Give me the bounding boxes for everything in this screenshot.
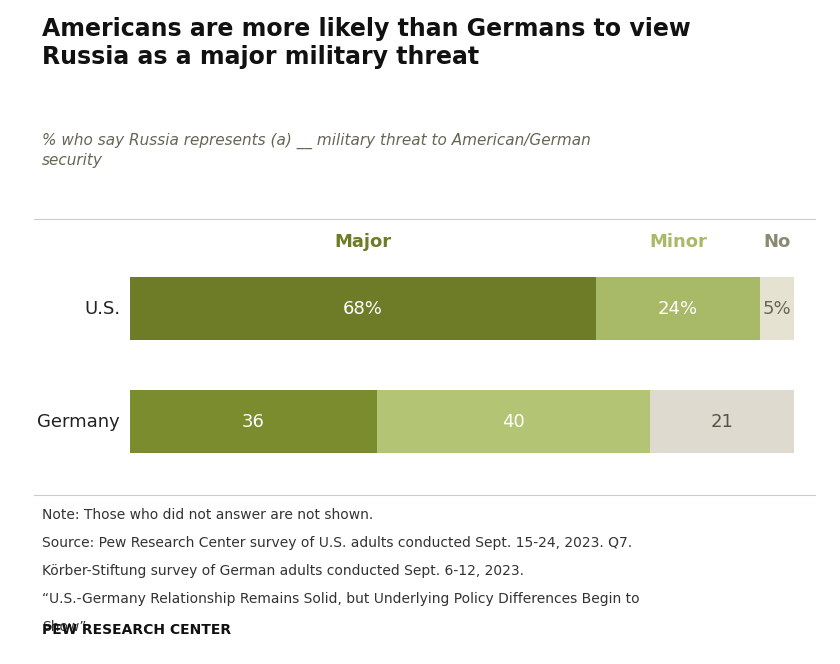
Bar: [130, 390, 376, 453]
Text: Show”: Show”: [42, 620, 87, 633]
Text: Germany: Germany: [37, 412, 120, 431]
Text: 36: 36: [242, 412, 265, 431]
Text: 40: 40: [502, 412, 525, 431]
Text: U.S.: U.S.: [84, 299, 120, 318]
Text: 21: 21: [711, 412, 734, 431]
Bar: [596, 277, 760, 340]
Bar: [130, 277, 596, 340]
Bar: [760, 277, 795, 340]
Bar: [650, 390, 795, 453]
Text: No: No: [764, 232, 790, 250]
Text: 68%: 68%: [343, 299, 383, 318]
Text: Americans are more likely than Germans to view
Russia as a major military threat: Americans are more likely than Germans t…: [42, 17, 690, 69]
Text: 5%: 5%: [763, 299, 791, 318]
Text: “U.S.-Germany Relationship Remains Solid, but Underlying Policy Differences Begi: “U.S.-Germany Relationship Remains Solid…: [42, 592, 639, 606]
Text: 24%: 24%: [658, 299, 698, 318]
Text: Note: Those who did not answer are not shown.: Note: Those who did not answer are not s…: [42, 508, 373, 522]
Text: Major: Major: [334, 232, 391, 250]
Text: % who say Russia represents (a) __ military threat to American/German
security: % who say Russia represents (a) __ milit…: [42, 133, 591, 167]
Bar: [376, 390, 650, 453]
Text: Körber-Stiftung survey of German adults conducted Sept. 6-12, 2023.: Körber-Stiftung survey of German adults …: [42, 564, 524, 578]
Text: Source: Pew Research Center survey of U.S. adults conducted Sept. 15-24, 2023. Q: Source: Pew Research Center survey of U.…: [42, 536, 633, 550]
Text: PEW RESEARCH CENTER: PEW RESEARCH CENTER: [42, 623, 231, 637]
Text: Minor: Minor: [649, 232, 706, 250]
